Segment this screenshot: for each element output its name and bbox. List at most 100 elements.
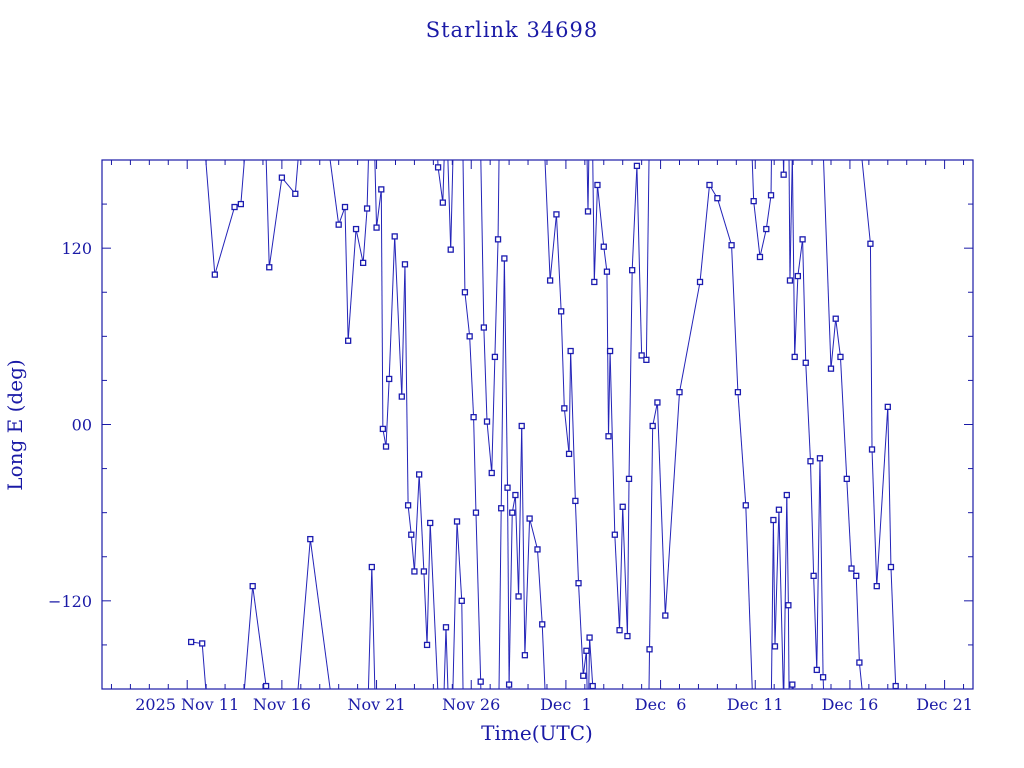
x-tick-label: Dec 11 [727,695,784,714]
series-segment [388,236,396,379]
series-segment [652,402,658,427]
data-point [810,572,817,580]
data-point [420,568,428,575]
series-segment [514,495,520,597]
data-point [589,682,596,689]
data-point [488,469,495,477]
data-point [794,272,802,280]
data-point [807,458,814,465]
data-point [359,259,367,267]
series-segment [786,495,789,606]
data-point [546,277,554,284]
data-point [470,414,477,421]
series-segment [570,351,576,501]
series-segment [585,650,588,689]
series-segment [869,243,873,450]
data-point [580,672,587,679]
series-segment [797,239,804,277]
data-point [763,225,770,233]
data-point [643,356,650,363]
data-point [363,205,371,212]
data-point [785,602,792,609]
series-segment [205,160,216,275]
series-segment [759,228,767,258]
x-tick-label: Nov 16 [253,695,311,714]
data-point [501,255,508,262]
data-point [345,337,352,344]
data-point [706,181,713,189]
data-point [504,484,511,491]
data-point [494,236,502,243]
plot-frame [101,159,974,690]
data-point [341,203,349,211]
series-segment [367,567,373,689]
series-segment [452,521,458,689]
data-point [466,333,473,340]
x-tick-labels: 2025 Nov 11 Nov 16 Nov 21 Nov 26 Dec 1 Dec 6 D… [135,695,973,714]
data-point [600,243,607,250]
data-point [884,403,891,411]
series-segment [813,575,818,670]
data-point [799,236,806,243]
data-point [477,678,484,685]
x-tick-label: Dec 16 [822,695,879,714]
series-segment [578,583,584,676]
series-segment [529,518,538,550]
data-point [211,271,218,278]
data-point [401,261,409,268]
series-segment [588,637,591,689]
data-point [750,197,757,205]
series-segment [622,506,628,637]
chart-title: Starlink 34698 [426,18,599,42]
series-segment [890,567,897,687]
series-segment [574,500,580,584]
data-point [534,546,541,553]
series-segment [656,402,666,616]
data-point [262,682,270,689]
data-point [646,646,653,653]
data-point [887,563,895,571]
series-segment [355,228,364,263]
data-point [483,418,491,425]
data-point [442,624,450,631]
series-segment [568,351,572,454]
series-segment [442,160,445,203]
series-segment [524,518,531,656]
data-point [789,681,796,688]
series-segment [309,539,331,689]
data-point [611,531,618,538]
data-point [791,353,798,361]
series-segment [374,160,378,228]
series-segment [240,160,245,205]
y-axis-label: Long E (deg) [3,359,27,490]
series-segment [593,184,598,282]
series-segment [544,160,551,281]
series-segment [631,165,638,271]
data-point [539,621,546,628]
series-segment [603,246,608,272]
series-segment [679,281,701,393]
series-segment [450,160,454,250]
series-segment [835,318,841,357]
series-segment [491,356,496,474]
data-point [558,308,565,315]
data-point [714,195,721,202]
series-segment [876,406,889,587]
data-point [447,246,454,253]
data-point [638,352,645,359]
data-point [461,289,469,296]
data-point [742,502,749,509]
data-point [567,347,574,355]
series-segment [297,539,311,689]
series-segment [500,258,505,509]
series-segment [861,160,871,244]
series-segment [404,264,409,506]
series-segment [791,160,796,357]
series-segment [445,627,449,689]
data-point [404,502,412,509]
series-segment [805,362,811,462]
series-segment [294,160,299,194]
series-segment [371,567,376,689]
data-point [873,582,880,590]
series-segment [549,214,557,281]
